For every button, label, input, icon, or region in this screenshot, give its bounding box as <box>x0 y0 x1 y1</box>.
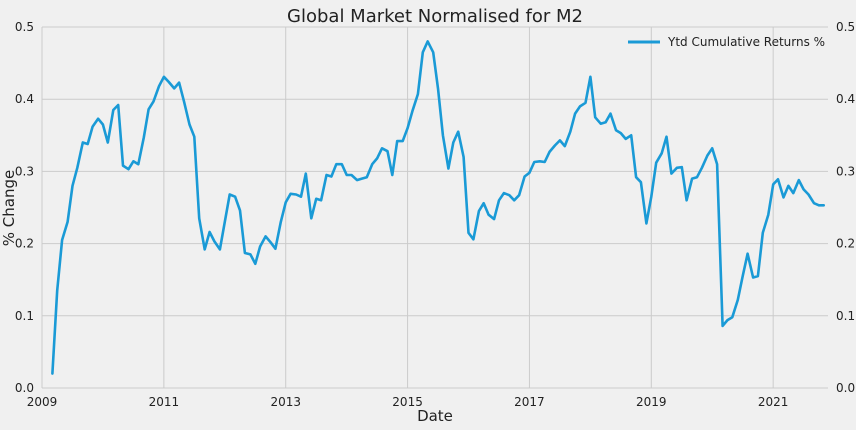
x-tick-label: 2015 <box>392 395 423 409</box>
x-tick-label: 2013 <box>270 395 301 409</box>
y-tick-label-right: 0.1 <box>836 309 855 323</box>
y-axis-title: % Change <box>0 170 18 246</box>
y-tick-label-right: 0.5 <box>836 20 855 34</box>
y-tick-label-right: 0.0 <box>836 381 855 395</box>
y-tick-label-left: 0.0 <box>15 381 34 395</box>
y-tick-label-left: 0.2 <box>15 237 34 251</box>
y-tick-label-right: 0.4 <box>836 92 855 106</box>
y-tick-label-left: 0.5 <box>15 20 34 34</box>
x-tick-label: 2011 <box>149 395 180 409</box>
legend: Ytd Cumulative Returns % <box>628 35 825 49</box>
series-layer <box>51 40 826 375</box>
y-tick-label-left: 0.1 <box>15 309 34 323</box>
grid <box>41 26 828 389</box>
y-tick-label-left: 0.4 <box>15 92 34 106</box>
y-tick-label-right: 0.3 <box>836 164 855 178</box>
axes: 0.0 0.0 0.1 0.1 0.2 0.2 0.3 0.3 0.4 0.4 0.5 0.5 2009… <box>15 20 855 409</box>
x-tick-label: 2021 <box>758 395 789 409</box>
x-axis-title: Date <box>417 407 453 425</box>
legend-label: Ytd Cumulative Returns % <box>667 35 825 49</box>
y-tick-label-left: 0.3 <box>15 164 34 178</box>
x-tick-label: 2017 <box>514 395 545 409</box>
y-tick-label-right: 0.2 <box>836 237 855 251</box>
series-line <box>51 40 826 375</box>
x-tick-label: 2009 <box>27 395 58 409</box>
x-tick-label: 2019 <box>636 395 667 409</box>
chart-title: Global Market Normalised for M2 <box>287 6 583 27</box>
